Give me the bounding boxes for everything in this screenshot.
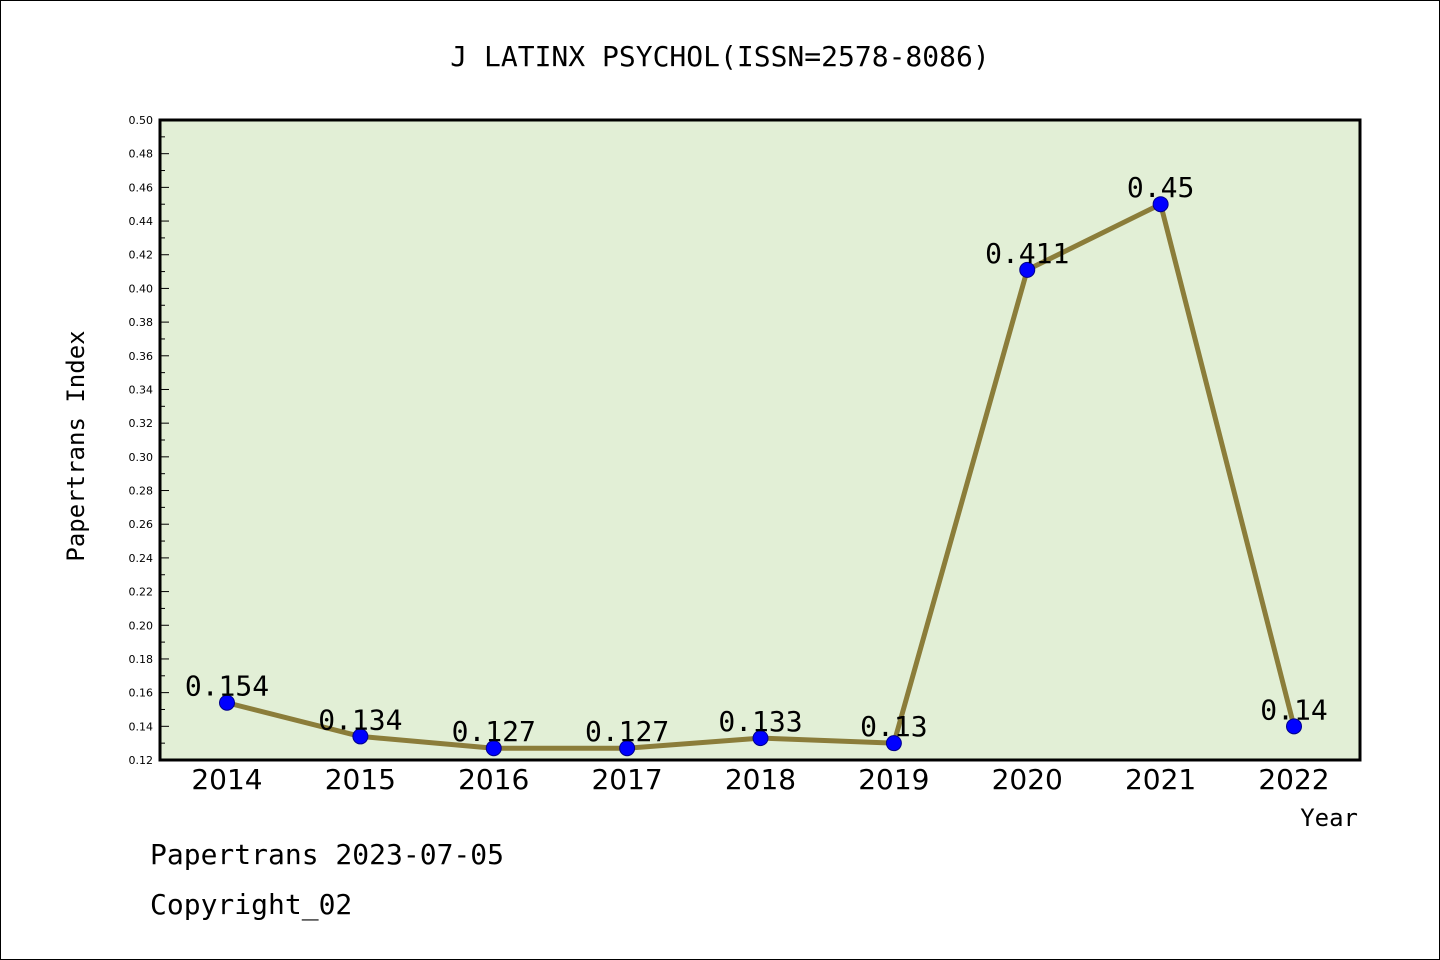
y-tick-label: 0.40 xyxy=(129,282,154,295)
data-label: 0.13 xyxy=(860,710,927,743)
data-label: 0.127 xyxy=(452,715,536,748)
y-tick-label: 0.50 xyxy=(129,114,154,127)
data-point xyxy=(1286,718,1302,735)
y-tick-label: 0.14 xyxy=(129,720,154,733)
data-point xyxy=(219,694,235,711)
x-tick-label: 2020 xyxy=(992,763,1063,796)
y-tick-label: 0.28 xyxy=(129,485,154,498)
x-tick-label: 2014 xyxy=(191,763,262,796)
y-tick-label: 0.22 xyxy=(129,586,154,599)
data-label: 0.133 xyxy=(718,705,802,738)
footer-date: Papertrans 2023-07-05 xyxy=(150,838,504,871)
data-point xyxy=(1152,196,1169,213)
data-label: 0.154 xyxy=(185,670,269,703)
x-tick-label: 2015 xyxy=(325,763,396,796)
x-tick-label: 2017 xyxy=(591,763,662,796)
chart-title: J LATINX PSYCHOL(ISSN=2578-8086) xyxy=(450,40,989,73)
x-tick-label: 2022 xyxy=(1258,763,1329,796)
data-label: 0.411 xyxy=(985,237,1069,270)
x-tick-label: 2019 xyxy=(858,763,929,796)
footer-copyright: Copyright_02 xyxy=(150,888,352,922)
data-point xyxy=(752,730,769,747)
x-axis: 2014 2015 2016 2017 2018 2019 2020 2021 2022 xyxy=(191,763,1329,796)
data-point xyxy=(352,728,369,745)
data-point xyxy=(885,735,902,752)
data-point xyxy=(1019,261,1036,278)
y-tick-label: 0.16 xyxy=(129,687,154,700)
y-tick-label: 0.46 xyxy=(129,181,154,194)
data-label: 0.127 xyxy=(585,715,669,748)
data-label: 0.134 xyxy=(318,703,402,736)
y-tick-label: 0.30 xyxy=(129,451,154,464)
x-tick-label: 2016 xyxy=(458,763,529,796)
y-axis-title: Papertrans Index xyxy=(62,330,90,561)
x-tick-label: 2018 xyxy=(725,763,796,796)
y-tick-label: 0.12 xyxy=(129,754,154,767)
y-tick-label: 0.18 xyxy=(129,653,154,666)
y-tick-label: 0.20 xyxy=(129,619,154,632)
y-tick-label: 0.36 xyxy=(129,350,154,363)
data-label: 0.45 xyxy=(1127,171,1194,204)
y-tick-label: 0.34 xyxy=(129,383,154,396)
y-tick-label: 0.48 xyxy=(129,148,154,161)
x-axis-title: Year xyxy=(1300,804,1358,832)
series-group: 0.154 0.134 0.127 0.127 0.133 0.13 0.411 0.45 0.… xyxy=(185,171,1328,757)
y-tick-label: 0.38 xyxy=(129,316,154,329)
data-point xyxy=(485,740,502,757)
y-tick-label: 0.26 xyxy=(129,518,154,531)
data-label: 0.14 xyxy=(1260,693,1327,726)
x-tick-label: 2021 xyxy=(1125,763,1196,796)
y-tick-label: 0.42 xyxy=(129,249,154,262)
plot-area xyxy=(158,118,1362,762)
data-point xyxy=(619,740,636,757)
y-tick-label: 0.32 xyxy=(129,417,154,430)
y-tick-label: 0.44 xyxy=(129,215,154,228)
y-axis: 0.12 0.14 0.16 0.18 0.20 0.22 0.24 0.26 0.28 0.30… xyxy=(129,114,169,767)
y-tick-label: 0.24 xyxy=(129,552,154,565)
